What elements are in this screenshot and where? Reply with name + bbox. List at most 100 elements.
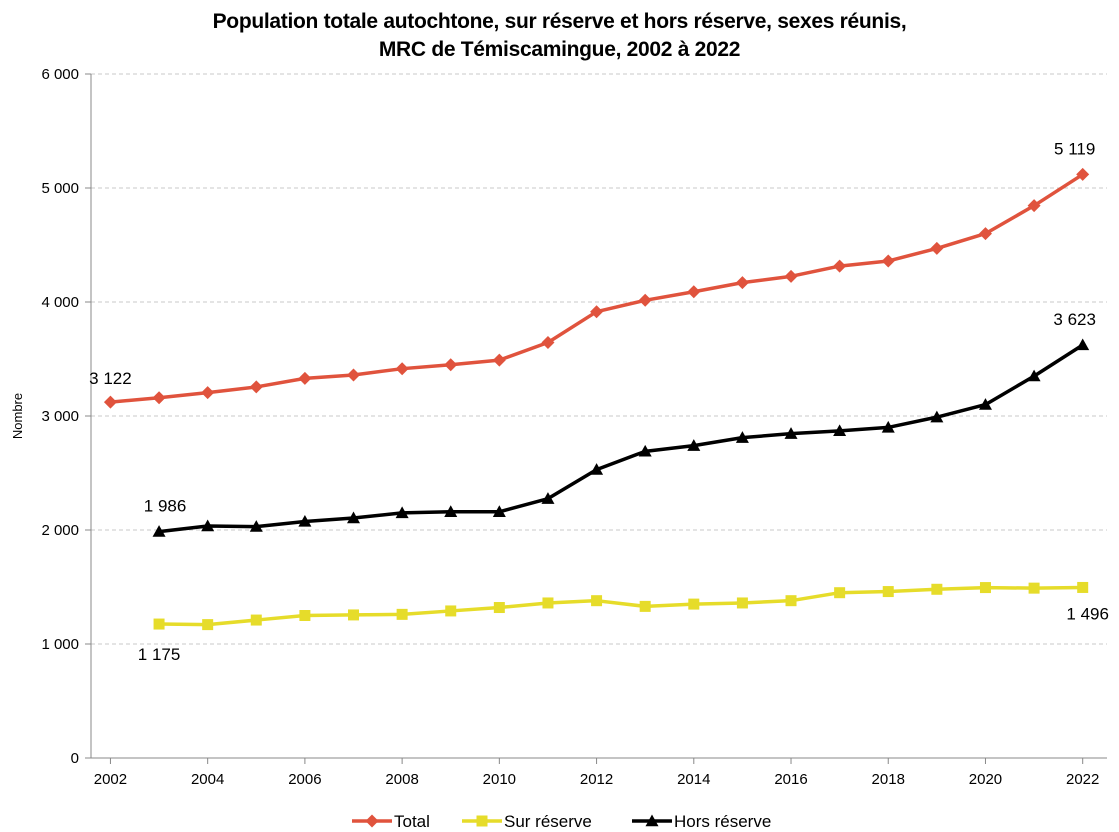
x-tick-label: 2008 <box>385 771 418 788</box>
data-point <box>1027 369 1041 382</box>
series-hors-reserve: 1 986 3 623 <box>144 310 1096 537</box>
data-label: 5 119 <box>1054 139 1095 158</box>
chart-title-line1: Population totale autochtone, sur réserv… <box>212 10 907 33</box>
data-point <box>249 520 263 532</box>
data-point <box>103 395 117 409</box>
y-tick-label: 2 000 <box>41 522 79 539</box>
data-point <box>492 353 506 367</box>
legend-label: Total <box>394 812 430 831</box>
data-point <box>881 254 895 268</box>
data-point <box>882 586 894 598</box>
y-tick-label: 1 000 <box>41 636 79 653</box>
data-point <box>979 582 991 594</box>
legend-marker <box>476 815 488 827</box>
legend-marker <box>645 814 659 827</box>
data-point <box>591 595 603 607</box>
data-point <box>834 587 846 599</box>
data-label: 3 122 <box>89 369 132 388</box>
data-point <box>1027 199 1041 213</box>
data-point <box>590 463 604 475</box>
data-point <box>201 519 215 532</box>
data-point <box>735 431 749 443</box>
series-line <box>158 343 1084 534</box>
data-point <box>688 598 700 610</box>
data-label: 1 175 <box>138 645 181 664</box>
data-point <box>590 305 604 319</box>
data-point <box>444 505 458 517</box>
data-point <box>1076 167 1090 181</box>
x-tick-label: 2016 <box>774 771 807 788</box>
data-point <box>395 362 409 376</box>
data-label: 1 986 <box>144 497 187 516</box>
data-point <box>299 610 311 621</box>
y-axis-label: Nombre <box>10 393 25 439</box>
y-tick-label: 5 000 <box>41 180 79 197</box>
data-point <box>152 525 166 537</box>
data-point <box>833 424 847 437</box>
data-point <box>1077 581 1089 593</box>
data-point <box>1028 582 1040 594</box>
data-point <box>492 505 506 517</box>
data-point <box>250 614 262 626</box>
data-point <box>931 583 943 595</box>
series-line <box>159 585 1083 627</box>
chart-title: Population totale autochtone, sur réserv… <box>0 8 1119 64</box>
x-tick-label: 2010 <box>483 771 516 788</box>
data-point <box>153 618 165 630</box>
data-point <box>348 609 360 621</box>
data-point <box>444 358 458 372</box>
data-point <box>396 608 408 620</box>
data-point <box>395 506 409 519</box>
x-tick-label: 2006 <box>288 771 321 788</box>
y-tick-label: 6 000 <box>41 66 79 83</box>
data-point <box>736 597 748 609</box>
data-point <box>201 386 215 400</box>
data-point <box>249 380 263 394</box>
legend-label: Sur réserve <box>504 812 592 831</box>
x-tick-label: 2004 <box>191 771 224 788</box>
data-label: 3 623 <box>1053 310 1096 329</box>
data-point <box>785 595 797 607</box>
data-point <box>639 600 651 612</box>
series-total: 3 122 5 119 <box>89 139 1095 409</box>
data-point <box>638 444 652 457</box>
legend-marker <box>365 814 379 828</box>
data-point <box>542 597 554 609</box>
data-point <box>347 511 361 524</box>
x-tick-label: 2002 <box>94 771 127 788</box>
data-point <box>784 269 798 283</box>
legend-label: Hors réserve <box>674 812 771 831</box>
data-point <box>735 276 749 290</box>
data-point <box>687 439 701 451</box>
y-tick-label: 3 000 <box>41 408 79 425</box>
data-point <box>541 335 555 349</box>
data-point <box>298 371 312 385</box>
data-point <box>1076 338 1090 351</box>
x-tick-label: 2018 <box>872 771 905 788</box>
data-point <box>833 259 847 273</box>
legend: Total Sur réserve Hors réserve <box>352 812 771 831</box>
x-tick-label: 2020 <box>969 771 1002 788</box>
chart-title-line2: MRC de Témiscamingue, 2002 à 2022 <box>378 38 741 61</box>
data-point <box>978 398 992 410</box>
y-tick-label: 0 <box>71 750 79 767</box>
data-point <box>930 241 944 255</box>
data-point <box>493 602 505 614</box>
x-tick-label: 2012 <box>580 771 613 788</box>
data-point <box>978 227 992 241</box>
data-point <box>784 427 798 439</box>
data-point <box>152 391 166 405</box>
data-point <box>445 605 457 617</box>
x-tick-label: 2014 <box>677 771 710 788</box>
data-label: 1 496 <box>1066 604 1109 623</box>
data-point <box>638 293 652 307</box>
data-point <box>881 420 895 433</box>
data-point <box>930 410 944 423</box>
y-tick-label: 4 000 <box>41 294 79 311</box>
x-tick-label: 2022 <box>1066 771 1099 788</box>
data-point <box>347 368 361 382</box>
data-point <box>298 514 312 527</box>
data-point <box>687 285 701 299</box>
data-point <box>541 492 555 504</box>
